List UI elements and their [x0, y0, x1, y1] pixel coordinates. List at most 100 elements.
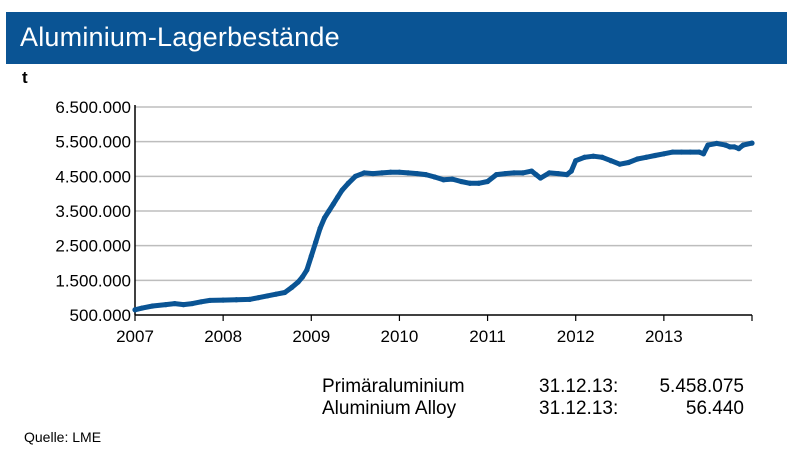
data-point	[233, 297, 239, 303]
y-tick-label: 3.500.000	[55, 202, 131, 221]
title-bar: Aluminium-Lagerbestände	[6, 12, 787, 64]
data-point	[727, 144, 733, 150]
data-point	[299, 274, 306, 280]
data-point	[139, 305, 145, 311]
data-point	[330, 201, 336, 207]
data-point	[423, 172, 429, 178]
data-point	[626, 159, 632, 166]
data-point	[352, 173, 358, 179]
data-point	[220, 297, 226, 303]
data-point	[533, 172, 539, 178]
y-tick-label: 5.500.000	[55, 133, 131, 152]
data-point	[246, 296, 253, 302]
chart-title: Aluminium-Lagerbestände	[20, 22, 340, 52]
data-point	[313, 239, 319, 245]
data-point	[661, 151, 667, 157]
data-point	[396, 169, 403, 175]
data-point	[317, 225, 323, 231]
info-row-alloy: Aluminium Alloy 31.12.13: 56.440	[322, 398, 762, 420]
data-point	[370, 170, 376, 177]
data-point	[484, 178, 491, 185]
data-point	[700, 151, 707, 157]
data-point	[581, 154, 588, 160]
data-point	[339, 187, 345, 193]
data-point	[678, 149, 685, 155]
data-point	[304, 267, 310, 273]
x-tick-label: 2011	[469, 327, 506, 346]
data-point	[150, 303, 156, 309]
data-point	[568, 168, 574, 174]
x-tick-label: 2007	[116, 327, 154, 346]
data-point	[608, 158, 614, 164]
data-point	[529, 168, 535, 174]
data-point	[163, 302, 169, 308]
data-point	[731, 144, 737, 150]
data-point	[555, 170, 561, 177]
data-point	[308, 253, 314, 259]
data-point	[687, 149, 693, 155]
data-point	[198, 299, 204, 305]
data-point	[180, 302, 187, 308]
data-point	[335, 194, 341, 200]
info-table: Primäraluminium 31.12.13: 5.458.075 Alum…	[322, 376, 762, 420]
data-point	[458, 178, 464, 185]
data-point	[432, 174, 438, 180]
data-point	[414, 170, 420, 177]
data-point	[670, 149, 676, 155]
x-tick-label: 2013	[645, 327, 683, 346]
data-point	[520, 170, 526, 176]
data-point	[345, 180, 351, 186]
series-line	[132, 140, 755, 313]
data-point	[714, 140, 720, 146]
data-point	[467, 180, 473, 186]
data-point	[590, 153, 596, 159]
data-point	[172, 300, 178, 307]
x-tick-label: 2009	[292, 327, 330, 346]
info-name: Aluminium Alloy	[322, 398, 457, 419]
info-row-primary: Primäraluminium 31.12.13: 5.458.075	[322, 376, 762, 398]
y-tick-label: 500.000	[70, 306, 131, 325]
data-point	[289, 284, 295, 290]
data-point	[282, 289, 288, 296]
y-axis-label: t	[22, 68, 28, 87]
data-point	[440, 177, 447, 183]
data-point	[546, 170, 552, 176]
data-point	[634, 156, 641, 162]
data-point	[511, 170, 517, 176]
data-point	[326, 208, 332, 214]
data-point	[361, 170, 367, 176]
data-point	[749, 140, 755, 146]
data-point	[379, 170, 385, 176]
data-point	[321, 215, 328, 221]
data-point	[405, 170, 411, 176]
data-point	[264, 293, 270, 299]
y-tick-label: 2.500.000	[55, 237, 131, 256]
info-name: Primäraluminium	[322, 376, 465, 397]
data-point	[493, 172, 499, 178]
source-note: Quelle: LME	[24, 429, 102, 445]
data-point	[652, 152, 658, 159]
data-point	[388, 169, 394, 175]
data-point	[255, 295, 261, 301]
data-point	[736, 146, 742, 152]
data-point	[617, 161, 623, 167]
data-point	[476, 180, 482, 186]
data-point	[564, 172, 570, 178]
y-tick-label: 6.500.000	[55, 98, 131, 117]
info-date: 31.12.13:	[539, 398, 619, 419]
data-point	[696, 149, 702, 155]
x-tick-label: 2008	[204, 327, 242, 346]
x-tick-label: 2010	[381, 327, 419, 346]
data-point	[207, 297, 213, 304]
data-point	[132, 307, 138, 313]
data-point	[705, 142, 711, 148]
data-point	[273, 291, 279, 297]
info-value: 5.458.075	[659, 376, 744, 397]
info-value: 56.440	[685, 398, 744, 419]
data-point	[295, 279, 301, 285]
data-point	[599, 154, 605, 160]
data-point	[502, 170, 508, 177]
data-point	[722, 142, 729, 148]
data-point	[643, 154, 649, 160]
data-point	[740, 142, 746, 148]
